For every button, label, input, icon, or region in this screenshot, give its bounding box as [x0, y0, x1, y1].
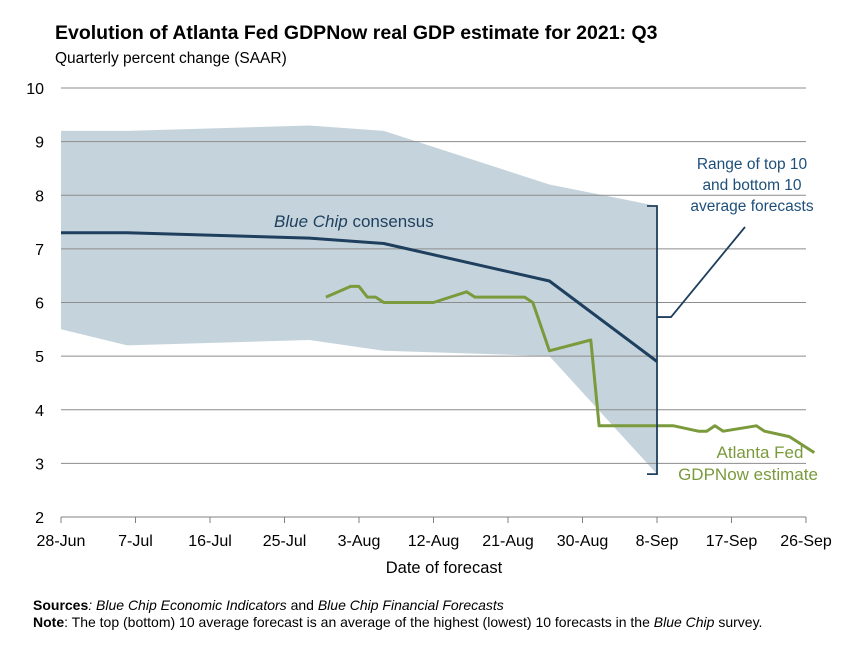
- y-tick-label-4: 4: [35, 403, 44, 420]
- x-tick-label-12-Aug: 12-Aug: [408, 533, 460, 550]
- x-tick-label-16-Jul: 16-Jul: [188, 533, 232, 550]
- x-ticks: [60, 517, 807, 523]
- y-axis-labels: 2 3 4 5 6 7 8 9 10: [26, 81, 44, 527]
- sources-sep: :: [88, 597, 97, 613]
- x-tick-label-7-Jul: 7-Jul: [118, 533, 153, 550]
- gdpnow-annotation-line2: GDPNow estimate: [678, 465, 818, 484]
- gridlines: [61, 87, 806, 464]
- x-tick-label-3-Aug: 3-Aug: [338, 533, 381, 550]
- footnotes: Sources: Blue Chip Economic Indicators a…: [33, 597, 833, 631]
- note-text-b: survey.: [714, 614, 763, 630]
- gdpnow-estimate-line: [325, 284, 816, 454]
- range-bracket: [647, 205, 658, 475]
- y-tick-label-5: 5: [35, 349, 44, 366]
- x-tick-label-21-Aug: 21-Aug: [482, 533, 534, 550]
- range-leader-line: [657, 226, 746, 318]
- bluechip-annotation-rest: consensus: [348, 212, 434, 231]
- chart: 2 3 4 5 6 7 8 9 10 28-Jun 7-Jul 16-Jul 25-Jul 3-Aug 1…: [26, 81, 832, 577]
- bluechip-consensus-line: [61, 231, 658, 363]
- x-tick-label-8-Sep: 8-Sep: [636, 533, 679, 550]
- x-tick-label-30-Aug: 30-Aug: [557, 533, 609, 550]
- x-axis-title: Date of forecast: [386, 559, 503, 577]
- x-tick-label-28-Jun: 28-Jun: [37, 533, 86, 550]
- note-line: Note: The top (bottom) 10 average foreca…: [33, 614, 833, 631]
- bluechip-annotation-italic: Blue Chip: [274, 212, 348, 231]
- chart-title: Evolution of Atlanta Fed GDPNow real GDP…: [55, 22, 658, 44]
- range-band: [61, 125, 657, 475]
- y-tick-label-6: 6: [35, 296, 44, 313]
- x-tick-label-26-Sep: 26-Sep: [780, 533, 832, 550]
- chart-subtitle: Quarterly percent change (SAAR): [55, 50, 287, 67]
- note-text-a: : The top (bottom) 10 average forecast i…: [64, 614, 654, 630]
- note-italic: Blue Chip: [653, 614, 715, 630]
- sources-and: and: [286, 597, 318, 613]
- sources-pub1: Blue Chip Economic Indicators: [96, 597, 287, 613]
- x-axis-labels: 28-Jun 7-Jul 16-Jul 25-Jul 3-Aug 12-Aug 21-Aug…: [37, 533, 832, 550]
- y-tick-label-2: 2: [35, 510, 44, 527]
- range-annotation-line3: average forecasts: [690, 198, 813, 215]
- y-tick-label-8: 8: [35, 188, 44, 205]
- sources-line: Sources: Blue Chip Economic Indicators a…: [33, 597, 833, 614]
- note-label: Note: [33, 614, 65, 630]
- y-tick-label-9: 9: [35, 135, 44, 152]
- y-tick-label-3: 3: [35, 456, 44, 473]
- range-annotation-line2: and bottom 10: [702, 177, 801, 194]
- gdpnow-annotation-line1: Atlanta Fed: [717, 443, 804, 462]
- sources-label: Sources: [33, 597, 89, 613]
- range-annotation-line1: Range of top 10: [697, 156, 808, 173]
- x-tick-label-17-Sep: 17-Sep: [706, 533, 758, 550]
- x-tick-label-25-Jul: 25-Jul: [263, 533, 307, 550]
- y-tick-label-10: 10: [26, 81, 44, 98]
- bluechip-annotation: Blue Chip consensus: [274, 212, 434, 231]
- y-tick-label-7: 7: [35, 242, 44, 259]
- sources-pub2: Blue Chip Financial Forecasts: [317, 597, 504, 613]
